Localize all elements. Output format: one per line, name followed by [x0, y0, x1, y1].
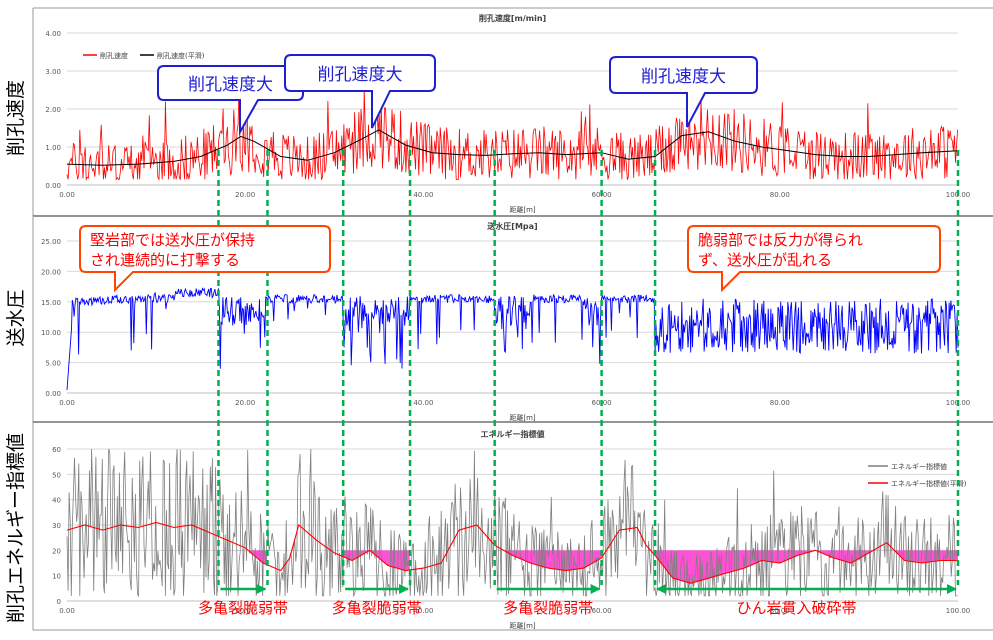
zone-annotations: 多亀裂脆弱帯 多亀裂脆弱帯 多亀裂脆弱帯 ひん岩貫入破砕帯 — [198, 584, 957, 617]
callout-text-line: ず、送水圧が乱れる — [698, 251, 832, 269]
panel-2-border — [32, 216, 993, 423]
x-tick-label: 100.00 — [946, 607, 971, 615]
callout-shape — [284, 54, 436, 129]
zone-label: ひん岩貫入破砕帯 — [737, 599, 857, 617]
zone-label: 多亀裂脆弱帯 — [503, 599, 593, 617]
x-tick-label: 40.00 — [413, 191, 433, 199]
series-energy-index-smooth — [66, 521, 958, 584]
y-tick-label: 20.00 — [41, 268, 61, 276]
y-tick-label: 4.00 — [45, 30, 61, 38]
legend-label: エネルギー指標値(平滑) — [891, 479, 967, 488]
y-tick-label: 0 — [57, 598, 61, 606]
y-tick-label: 0.00 — [45, 182, 61, 190]
panel-1-border — [32, 7, 993, 217]
y-tick-label: 3.00 — [45, 68, 61, 76]
x-tick-label: 20.00 — [235, 191, 255, 199]
x-axis-label: 距離[m] — [509, 205, 536, 214]
y-tick-label: 50 — [52, 471, 61, 479]
x-tick-label: 40.00 — [413, 399, 433, 407]
y-tick-label: 30 — [52, 522, 61, 530]
y-tick-label: 10 — [52, 573, 61, 581]
panel-3-border — [32, 422, 993, 631]
y-tick-label: 25.00 — [41, 238, 61, 246]
x-tick-label: 80.00 — [770, 191, 790, 199]
side-label-energy-index: 削孔エネルギー指標値 — [5, 433, 27, 623]
x-tick-label: 40.00 — [413, 607, 433, 615]
x-tick-label: 60.00 — [592, 607, 612, 615]
x-tick-label: 20.00 — [235, 607, 255, 615]
legend-label: エネルギー指標値 — [891, 462, 947, 471]
x-tick-label: 0.00 — [59, 191, 75, 199]
y-tick-label: 1.00 — [45, 144, 61, 152]
legend-label: 削孔速度(平滑) — [157, 51, 205, 60]
y-tick-label: 2.00 — [45, 106, 61, 114]
y-tick-label: 10.00 — [41, 329, 61, 337]
series-water-pressure-raw — [66, 287, 959, 391]
callout-shape — [609, 56, 758, 128]
y-tick-label: 5.00 — [45, 360, 61, 368]
callout-text-line: 堅岩部では送水圧が保持 — [90, 231, 255, 249]
callout-text: 削孔速度大 — [188, 75, 273, 95]
chart-title: 送水圧[Mpa] — [486, 221, 537, 231]
side-label-drilling-speed: 削孔速度 — [5, 80, 27, 156]
x-tick-label: 20.00 — [235, 399, 255, 407]
x-tick-label: 0.00 — [59, 399, 75, 407]
x-tick-label: 0.00 — [59, 607, 75, 615]
callout-text-line: 脆弱部では反力が得られ — [698, 231, 863, 249]
series-drilling-speed-raw — [66, 76, 958, 181]
series-drilling-speed-smooth — [66, 129, 959, 166]
y-tick-label: 15.00 — [41, 299, 61, 307]
chart-layers: 0.00 1.00 2.00 3.00 4.00 0.00 20.00 40.00 60.00 8… — [41, 13, 970, 630]
callout-shape — [79, 225, 331, 293]
chart-title: 削孔速度[m/min] — [479, 13, 546, 23]
x-axis-label: 距離[m] — [509, 621, 536, 630]
x-tick-label: 80.00 — [770, 399, 790, 407]
zone-label: 多亀裂脆弱帯 — [332, 599, 422, 617]
callout-text-line: され連続的に打撃する — [90, 251, 240, 269]
series-energy-index-raw — [66, 448, 958, 598]
x-axis-label: 距離[m] — [509, 413, 536, 422]
callout-drilling-speed: 削孔速度大 — [609, 56, 758, 128]
legend-drilling-speed: 削孔速度 削孔速度(平滑) — [83, 51, 205, 60]
callout-shape — [687, 225, 941, 293]
y-tick-label: 60 — [52, 446, 61, 454]
x-tick-label: 80.00 — [770, 607, 790, 615]
callout-text: 削孔速度大 — [318, 65, 403, 85]
weak-zone-fill — [655, 550, 958, 584]
zone-label: 多亀裂脆弱帯 — [198, 599, 288, 617]
zone-boundary-lines — [217, 150, 960, 585]
callout-drilling-speed: 削孔速度大 — [284, 54, 436, 129]
y-tick-label: 20 — [52, 547, 61, 555]
chart-title: エネルギー指標値 — [481, 429, 545, 439]
y-tick-label: 40 — [52, 497, 61, 505]
callout-text: 削孔速度大 — [641, 67, 726, 87]
legend-label: 削孔速度 — [100, 51, 128, 60]
side-label-water-pressure: 送水圧 — [5, 289, 27, 346]
y-tick-label: 0.00 — [45, 390, 61, 398]
